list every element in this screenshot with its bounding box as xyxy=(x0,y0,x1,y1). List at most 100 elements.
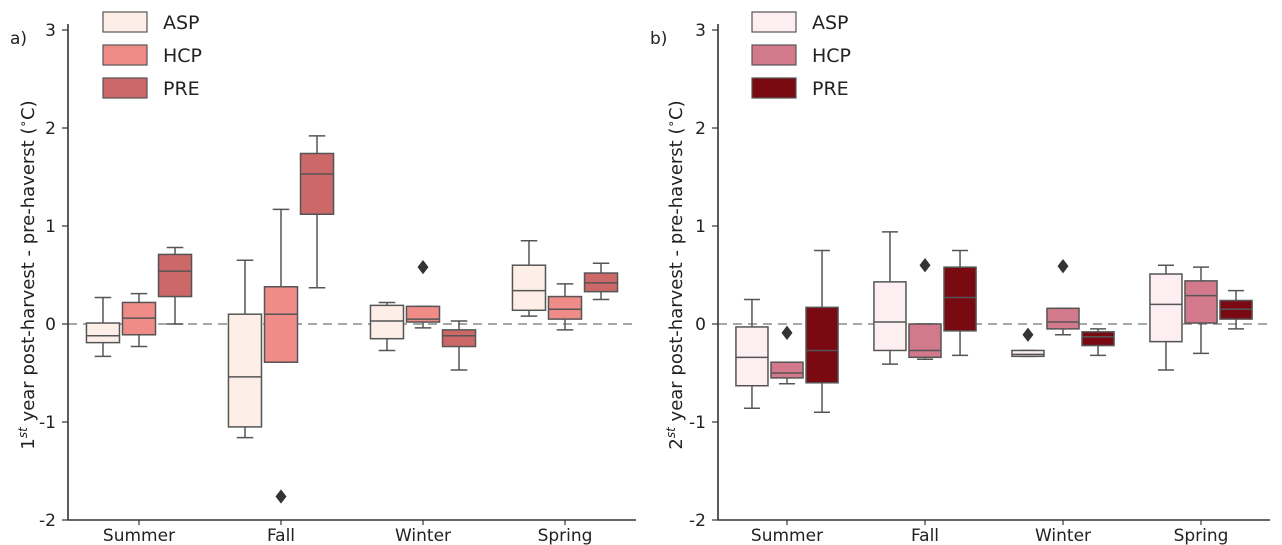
box-body xyxy=(873,281,907,352)
y-tick-label: 0 xyxy=(45,315,56,335)
panel-b: b) 2st year post-harvest - pre-haverst (… xyxy=(650,11,1270,545)
box-body xyxy=(1149,273,1183,343)
box-pre-summer xyxy=(157,246,193,325)
box-body xyxy=(1046,307,1080,330)
box-hcp-winter xyxy=(1046,259,1080,336)
x-tick-label: Summer xyxy=(751,526,823,545)
outlier-point xyxy=(275,489,287,504)
panel-b-axes xyxy=(717,24,1270,521)
panel-a-axes xyxy=(67,24,636,521)
box-hcp-spring xyxy=(547,283,583,331)
panel-b-label: b) xyxy=(650,29,667,49)
y-tick-label: 1 xyxy=(695,217,706,237)
box-pre-summer xyxy=(805,249,839,413)
box-pre-fall xyxy=(299,135,335,289)
legend-item-hcp: HCP xyxy=(102,44,202,67)
box-asp-summer xyxy=(85,296,121,358)
legend-swatch xyxy=(102,77,148,99)
legend-item-pre: PRE xyxy=(102,77,200,100)
outlier-point xyxy=(781,325,793,340)
box-body xyxy=(908,323,942,359)
box-body xyxy=(1184,280,1218,324)
box-asp-spring xyxy=(511,239,547,317)
panel-a-y-ticks: -2 -1 0 1 2 3 xyxy=(39,21,68,531)
box-body xyxy=(735,326,769,387)
legend-label: PRE xyxy=(812,78,849,100)
panel-b-x-ticks: Summer Fall Winter Spring xyxy=(751,520,1229,545)
panel-a-label: a) xyxy=(10,29,27,49)
y-tick-label: -2 xyxy=(39,511,56,531)
legend-item-pre: PRE xyxy=(751,77,849,100)
box-body xyxy=(369,304,405,340)
legend-item-hcp: HCP xyxy=(751,44,851,67)
x-tick-label: Spring xyxy=(538,526,593,545)
outlier-point xyxy=(1022,327,1034,342)
box-body xyxy=(405,305,441,323)
box-body xyxy=(1081,331,1115,347)
y-tick-label: -1 xyxy=(39,413,56,433)
box-body xyxy=(1011,349,1045,358)
box-body xyxy=(263,286,299,363)
box-hcp-spring xyxy=(1184,266,1218,355)
panel-b-y-ticks: -2 -1 0 1 2 3 xyxy=(689,21,718,531)
y-tick-label: 1 xyxy=(45,217,56,237)
x-tick-label: Fall xyxy=(267,526,295,545)
box-pre-fall xyxy=(943,249,977,357)
outlier-point xyxy=(417,260,429,275)
legend-label: ASP xyxy=(812,12,849,34)
box-body xyxy=(805,306,839,384)
box-body xyxy=(511,264,547,312)
panel-b-y-axis-label: 2st year post-harvest - pre-haverst (∘C) xyxy=(664,100,687,449)
y-tick-label: 2 xyxy=(695,119,706,139)
legend-swatch xyxy=(102,44,148,66)
outlier-point xyxy=(1057,259,1069,274)
box-pre-spring xyxy=(583,262,619,301)
box-asp-summer xyxy=(735,298,769,410)
x-tick-label: Fall xyxy=(911,526,939,545)
box-pre-winter xyxy=(1081,328,1115,357)
y-tick-label: -2 xyxy=(689,511,706,531)
legend-label: HCP xyxy=(812,45,851,67)
box-hcp-summer xyxy=(121,292,157,348)
x-tick-label: Spring xyxy=(1174,526,1229,545)
panel-a-y-axis-label: 1st year post-harvest - pre-haverst (∘C) xyxy=(16,100,39,449)
outlier-point xyxy=(919,258,931,273)
box-pre-winter xyxy=(441,320,477,371)
y-tick-label: 3 xyxy=(695,21,706,41)
box-hcp-summer xyxy=(770,325,804,385)
x-tick-label: Summer xyxy=(103,526,175,545)
box-asp-fall xyxy=(873,231,907,365)
panel-b-boxes xyxy=(735,231,1253,413)
box-body xyxy=(299,152,335,215)
box-asp-spring xyxy=(1149,264,1183,371)
panel-a-boxes xyxy=(85,135,619,504)
panel-b-legend: ASP HCP PRE xyxy=(751,11,851,100)
box-asp-winter xyxy=(1011,327,1045,358)
box-asp-fall xyxy=(227,259,263,439)
box-hcp-fall xyxy=(263,208,299,504)
panel-a: a) 1st year post-harvest - pre-haverst (… xyxy=(10,11,636,545)
x-tick-label: Winter xyxy=(395,526,451,545)
box-body xyxy=(157,253,193,298)
x-tick-label: Winter xyxy=(1035,526,1091,545)
panel-a-legend: ASP HCP PRE xyxy=(102,11,202,100)
legend-swatch xyxy=(751,77,797,99)
box-hcp-winter xyxy=(405,260,441,329)
y-tick-label: 3 xyxy=(45,21,56,41)
legend-swatch xyxy=(751,11,797,33)
legend-swatch xyxy=(102,11,148,33)
box-body xyxy=(85,322,121,344)
box-body xyxy=(943,266,977,332)
legend-label: HCP xyxy=(163,45,202,67)
legend-label: PRE xyxy=(163,78,200,100)
box-body xyxy=(441,329,477,348)
y-tick-label: 2 xyxy=(45,119,56,139)
y-tick-label: 0 xyxy=(695,315,706,335)
box-asp-winter xyxy=(369,301,405,352)
y-tick-label: -1 xyxy=(689,413,706,433)
box-body xyxy=(227,313,263,428)
box-body xyxy=(770,361,804,379)
legend-swatch xyxy=(751,44,797,66)
box-hcp-fall xyxy=(908,258,942,361)
